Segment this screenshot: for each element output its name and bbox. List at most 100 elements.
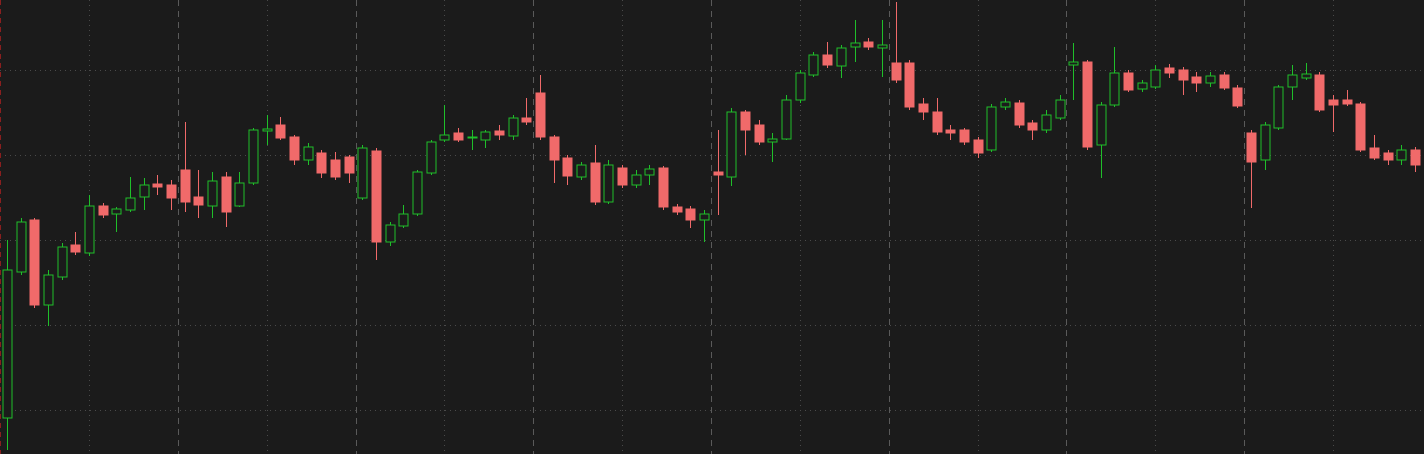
candle-body bbox=[1410, 149, 1421, 166]
candle-body bbox=[726, 111, 737, 178]
candle-body bbox=[959, 129, 970, 143]
candle-body bbox=[1328, 99, 1339, 106]
candle-body bbox=[576, 164, 587, 178]
candle-body bbox=[1178, 69, 1189, 81]
candle-body bbox=[767, 138, 778, 143]
candle-body bbox=[754, 124, 765, 143]
candle-body bbox=[426, 141, 437, 174]
candle-body bbox=[631, 174, 642, 186]
candle-body bbox=[193, 196, 204, 206]
candle-body bbox=[850, 42, 861, 48]
candle-body bbox=[1355, 103, 1366, 151]
candle-body bbox=[863, 41, 874, 48]
candle-body bbox=[1273, 86, 1284, 129]
candle-body bbox=[1383, 152, 1394, 161]
candle-body bbox=[603, 164, 614, 203]
candle-body bbox=[877, 44, 888, 49]
candle-body bbox=[166, 184, 177, 199]
candle-body bbox=[521, 117, 532, 123]
candle-body bbox=[221, 176, 232, 213]
candle-body bbox=[986, 106, 997, 151]
candle-body bbox=[98, 205, 109, 216]
candle-body bbox=[494, 130, 505, 136]
candle-body bbox=[330, 159, 341, 178]
candle-body bbox=[1219, 74, 1230, 89]
candle-body bbox=[1109, 72, 1120, 106]
candle-body bbox=[891, 62, 902, 81]
candle-body bbox=[685, 208, 696, 221]
candle-body bbox=[1068, 61, 1079, 66]
candle-body bbox=[740, 111, 751, 131]
candle-body bbox=[535, 92, 546, 138]
candle-body bbox=[590, 162, 601, 203]
candle-body bbox=[1369, 147, 1380, 159]
candle-body bbox=[836, 47, 847, 67]
candle-body bbox=[262, 128, 273, 132]
candle-body bbox=[822, 54, 833, 66]
candle-body bbox=[43, 274, 54, 306]
candle-body bbox=[248, 129, 259, 184]
candle-body bbox=[1041, 114, 1052, 131]
candle-body bbox=[781, 99, 792, 140]
candle-body bbox=[357, 147, 368, 199]
candle-body bbox=[1014, 102, 1025, 126]
candle-body bbox=[1000, 101, 1011, 108]
candle-body bbox=[1396, 149, 1407, 161]
candle-body bbox=[1260, 124, 1271, 161]
candle-body bbox=[1191, 76, 1202, 84]
candle-body bbox=[1246, 132, 1257, 163]
candle-body bbox=[1027, 122, 1038, 131]
candle-body bbox=[932, 111, 943, 133]
candle-body bbox=[29, 219, 40, 306]
candle-body bbox=[918, 103, 929, 113]
candle-body bbox=[16, 221, 27, 273]
candle-body bbox=[658, 167, 669, 208]
candle-body bbox=[139, 184, 150, 198]
candle-body bbox=[398, 213, 409, 227]
candle-body bbox=[303, 146, 314, 161]
candle-body bbox=[1055, 99, 1066, 119]
candle-body bbox=[412, 171, 423, 215]
candle-body bbox=[713, 171, 724, 176]
candle-body bbox=[2, 269, 13, 419]
candle-body bbox=[316, 152, 327, 174]
candle-body bbox=[152, 183, 163, 188]
candle-body bbox=[1287, 74, 1298, 88]
candle-body bbox=[1137, 82, 1148, 90]
candle-body bbox=[973, 139, 984, 154]
candle-body bbox=[289, 136, 300, 161]
candle-body bbox=[549, 136, 560, 161]
candle-body bbox=[699, 213, 710, 221]
candle-body bbox=[371, 150, 382, 243]
candle-body bbox=[904, 62, 915, 108]
candle-body bbox=[1164, 67, 1175, 74]
candle-body bbox=[207, 180, 218, 207]
candle-body bbox=[617, 167, 628, 186]
candle-body bbox=[275, 124, 286, 139]
candle-body bbox=[1096, 104, 1107, 146]
candle-body bbox=[453, 132, 464, 141]
candle-body bbox=[1301, 73, 1312, 79]
candle-body bbox=[439, 134, 450, 141]
candle-body bbox=[562, 157, 573, 177]
candle-body bbox=[672, 206, 683, 213]
candle-body bbox=[1123, 72, 1134, 91]
candle-body bbox=[1205, 75, 1216, 84]
candle-body bbox=[1314, 74, 1325, 111]
candle-body bbox=[111, 208, 122, 215]
candle-body bbox=[795, 72, 806, 101]
candle-body bbox=[70, 244, 81, 253]
candle-body bbox=[1150, 69, 1161, 88]
candle-body bbox=[1342, 99, 1353, 105]
candle-body bbox=[1082, 61, 1093, 148]
candle-body bbox=[125, 197, 136, 211]
candle-body bbox=[84, 205, 95, 254]
candle-body bbox=[1232, 87, 1243, 107]
candle-body bbox=[644, 168, 655, 176]
candle-body bbox=[57, 246, 68, 278]
candle-body bbox=[180, 169, 191, 203]
candle-body bbox=[508, 117, 519, 137]
